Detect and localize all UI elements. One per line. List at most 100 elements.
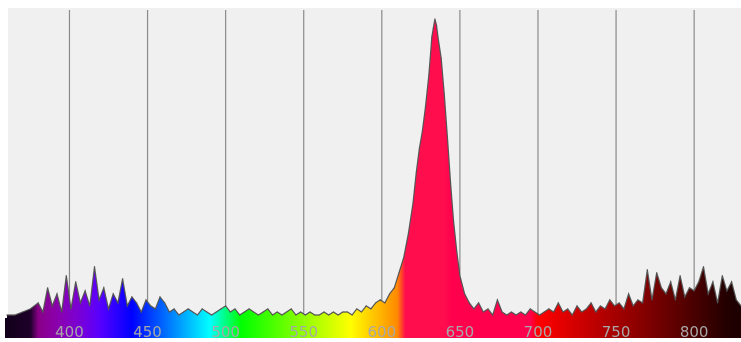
data-point [225,305,227,307]
data-point [351,314,353,316]
data-point [51,305,53,307]
data-point [253,311,255,313]
data-point [211,314,213,316]
data-point [393,287,395,289]
data-point [14,314,16,316]
data-point [285,311,288,313]
data-point [510,311,512,313]
data-point [304,314,306,316]
data-point [379,299,381,301]
data-point [332,311,334,313]
data-point [384,302,386,304]
data-point [557,302,559,304]
data-point [529,308,531,310]
data-point [103,287,105,289]
data-point [571,314,573,316]
data-point [173,308,175,310]
data-point [543,311,545,313]
data-point [271,314,274,316]
data-point [398,272,400,274]
data-point [22,311,24,313]
data-point [726,290,728,292]
data-point [276,311,278,313]
data-point [309,311,311,313]
data-point [693,290,695,292]
data-point [428,75,430,77]
x-tick-label-400: 400 [55,323,84,338]
data-point [651,299,653,301]
data-point [328,314,330,316]
data-point [660,287,663,289]
wavelength-color-band [5,318,741,338]
data-point [42,311,44,313]
data-point [464,293,466,295]
data-point [196,314,199,316]
data-point [412,202,414,204]
data-point [220,308,222,310]
data-point [421,130,423,132]
data-point [437,36,439,38]
data-point [613,305,616,307]
spectrum-area [6,18,741,318]
data-point [456,251,458,253]
x-tick-label-700: 700 [524,323,553,338]
data-point [585,308,588,310]
x-tick-label-800: 800 [680,323,709,338]
data-point [492,314,494,316]
data-point [290,308,292,310]
data-point [632,305,634,307]
data-point [257,314,259,316]
data-point [721,275,723,277]
data-point [506,314,508,316]
data-point [735,299,737,301]
data-point [407,232,409,234]
data-point [323,311,325,313]
data-point [656,272,658,274]
data-point [717,302,719,304]
data-point [403,257,405,259]
data-point [370,308,372,310]
data-point [628,293,630,295]
data-point [201,308,203,310]
data-point [435,24,438,26]
data-point [79,302,81,304]
data-point [29,308,31,310]
data-point [553,311,555,313]
data-point [84,290,86,292]
data-point [229,311,231,313]
data-point [698,281,700,283]
data-point [159,296,161,298]
data-point [56,293,58,295]
x-tick-labels: 400 450 500 550 600 650 700 750 800 [55,323,709,341]
data-point [178,314,180,316]
data-point [581,311,583,313]
data-point [107,308,110,310]
data-point [496,299,498,301]
data-point [126,305,128,307]
data-point [389,293,391,295]
data-point [150,305,152,307]
data-point [599,305,602,307]
data-point [478,302,480,304]
data-point [65,275,67,277]
data-point [192,311,194,313]
data-point [432,27,434,29]
data-point [70,308,72,310]
data-point [360,311,363,313]
data-point [154,308,156,310]
data-point [61,311,63,313]
data-point [674,299,677,301]
data-point [623,308,625,310]
data-point [443,93,445,96]
data-point [440,57,442,59]
data-point [487,308,489,310]
data-point [446,136,448,138]
data-point [712,281,714,283]
data-point [415,172,417,174]
data-point [112,293,114,295]
data-point [548,308,550,310]
data-point [215,311,217,313]
data-point [576,305,578,307]
data-point [295,314,297,316]
